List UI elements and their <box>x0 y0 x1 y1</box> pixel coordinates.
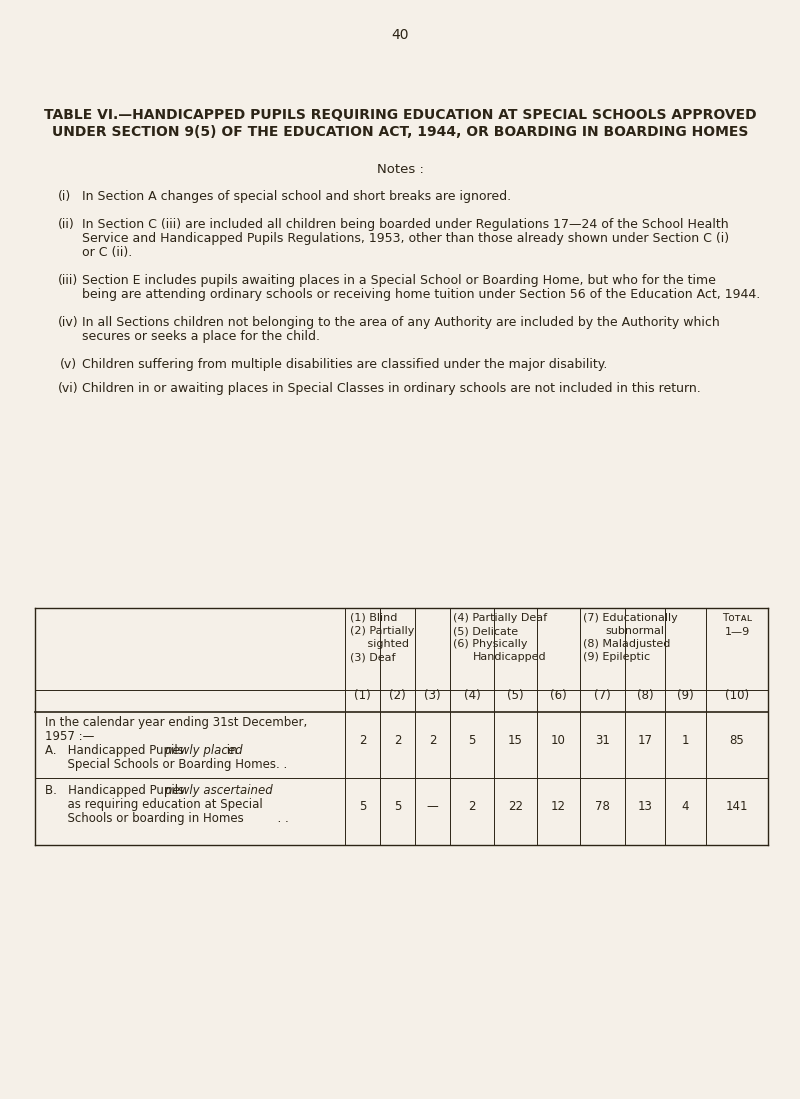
Text: A.   Handicapped Pupils: A. Handicapped Pupils <box>45 744 188 757</box>
Text: secures or seeks a place for the child.: secures or seeks a place for the child. <box>82 330 320 343</box>
Text: (2) Partially: (2) Partially <box>350 626 414 636</box>
Text: Special Schools or Boarding Homes. .: Special Schools or Boarding Homes. . <box>45 758 287 771</box>
Text: (3) Deaf: (3) Deaf <box>350 652 395 662</box>
Text: 1: 1 <box>682 733 690 746</box>
Text: 13: 13 <box>638 800 653 813</box>
Text: (ii): (ii) <box>58 218 74 231</box>
Text: (6): (6) <box>550 689 567 702</box>
Text: 141: 141 <box>726 800 748 813</box>
Text: Children in or awaiting places in Special Classes in ordinary schools are not in: Children in or awaiting places in Specia… <box>82 382 701 395</box>
Text: In Section A changes of special school and short breaks are ignored.: In Section A changes of special school a… <box>82 190 511 203</box>
Text: Tᴏᴛᴀʟ: Tᴏᴛᴀʟ <box>722 613 752 623</box>
Text: Children suffering from multiple disabilities are classified under the major dis: Children suffering from multiple disabil… <box>82 358 607 371</box>
Text: (5) Delicate: (5) Delicate <box>453 626 518 636</box>
Text: (vi): (vi) <box>58 382 78 395</box>
Text: (7) Educationally: (7) Educationally <box>583 613 678 623</box>
Text: 31: 31 <box>595 733 610 746</box>
Text: or C (ii).: or C (ii). <box>82 246 132 259</box>
Text: as requiring education at Special: as requiring education at Special <box>45 798 262 811</box>
Text: In the calendar year ending 31st December,: In the calendar year ending 31st Decembe… <box>45 717 307 729</box>
Text: (8): (8) <box>637 689 654 702</box>
Text: Handicapped: Handicapped <box>473 652 546 662</box>
Text: 85: 85 <box>730 733 744 746</box>
Text: 17: 17 <box>638 733 653 746</box>
Text: (10): (10) <box>725 689 749 702</box>
Text: In Section C (iii) are included all children being boarded under Regulations 17—: In Section C (iii) are included all chil… <box>82 218 729 231</box>
Text: 22: 22 <box>508 800 523 813</box>
Text: In all Sections children not belonging to the area of any Authority are included: In all Sections children not belonging t… <box>82 317 720 329</box>
Text: 40: 40 <box>391 27 409 42</box>
Text: (4): (4) <box>464 689 480 702</box>
Text: (1) Blind: (1) Blind <box>350 613 398 623</box>
Text: 1957 :—: 1957 :— <box>45 730 94 743</box>
Text: (5): (5) <box>507 689 524 702</box>
Text: 10: 10 <box>551 733 566 746</box>
Text: (3): (3) <box>424 689 441 702</box>
Text: 2: 2 <box>394 733 402 746</box>
Text: Service and Handicapped Pupils Regulations, 1953, other than those already shown: Service and Handicapped Pupils Regulatio… <box>82 232 729 245</box>
Text: B.   Handicapped Pupils: B. Handicapped Pupils <box>45 784 188 797</box>
Text: UNDER SECTION 9(5) OF THE EDUCATION ACT, 1944, OR BOARDING IN BOARDING HOMES: UNDER SECTION 9(5) OF THE EDUCATION ACT,… <box>52 125 748 138</box>
Text: 5: 5 <box>359 800 366 813</box>
Text: newly ascertained: newly ascertained <box>165 784 273 797</box>
Text: —: — <box>426 800 438 813</box>
Text: in: in <box>222 744 238 757</box>
Text: (v): (v) <box>60 358 77 371</box>
Text: (iv): (iv) <box>58 317 78 329</box>
Text: subnormal: subnormal <box>605 626 664 636</box>
Text: 12: 12 <box>551 800 566 813</box>
Text: 4: 4 <box>682 800 690 813</box>
Text: 15: 15 <box>508 733 523 746</box>
Text: (2): (2) <box>389 689 406 702</box>
Text: 5: 5 <box>394 800 401 813</box>
Text: (6) Physically: (6) Physically <box>453 639 527 650</box>
Text: (4) Partially Deaf: (4) Partially Deaf <box>453 613 547 623</box>
Text: (1): (1) <box>354 689 371 702</box>
Text: (iii): (iii) <box>58 274 78 287</box>
Text: sighted: sighted <box>350 639 409 650</box>
Text: Schools or boarding in Homes         . .: Schools or boarding in Homes . . <box>45 812 289 825</box>
Text: (9): (9) <box>677 689 694 702</box>
Text: 78: 78 <box>595 800 610 813</box>
Text: 2: 2 <box>429 733 436 746</box>
Text: (8) Maladjusted: (8) Maladjusted <box>583 639 670 650</box>
Text: 5: 5 <box>468 733 476 746</box>
Text: (i): (i) <box>58 190 71 203</box>
Text: 1—9: 1—9 <box>724 628 750 637</box>
Text: being are attending ordinary schools or receiving home tuition under Section 56 : being are attending ordinary schools or … <box>82 288 760 301</box>
Text: Notes :: Notes : <box>377 163 423 176</box>
Text: 2: 2 <box>468 800 476 813</box>
Text: (9) Epileptic: (9) Epileptic <box>583 652 650 662</box>
Text: (7): (7) <box>594 689 611 702</box>
Text: newly placed: newly placed <box>165 744 242 757</box>
Text: TABLE VI.—HANDICAPPED PUPILS REQUIRING EDUCATION AT SPECIAL SCHOOLS APPROVED: TABLE VI.—HANDICAPPED PUPILS REQUIRING E… <box>44 108 756 122</box>
Text: Section E includes pupils awaiting places in a Special School or Boarding Home, : Section E includes pupils awaiting place… <box>82 274 716 287</box>
Text: 2: 2 <box>358 733 366 746</box>
